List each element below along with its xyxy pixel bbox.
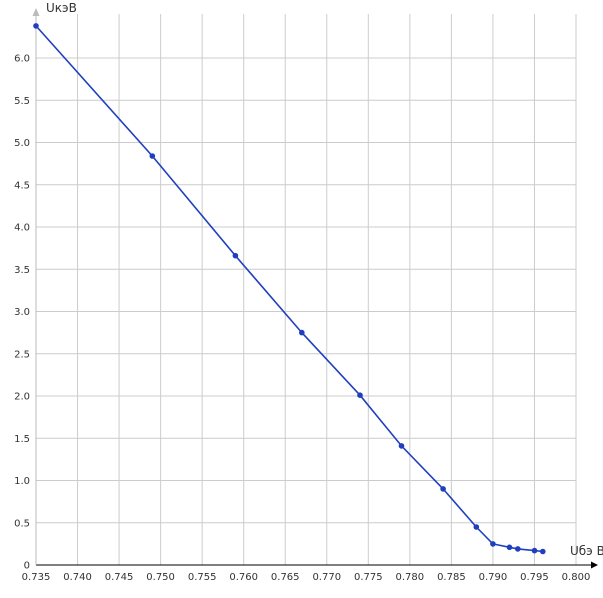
y-tick-label: 3.0 [14,307,30,318]
x-tick-label: 0.790 [479,572,508,583]
data-point [531,547,538,554]
data-point [398,443,405,449]
data-point [440,486,446,492]
y-tick-label-zero: 0 [24,561,30,572]
data-point [515,546,521,552]
tick-labels: 0.735 0.740 0.745 0.750 0.755 0.760 0.765 0.770… [14,54,590,584]
x-tick-label: 0.740 [63,572,92,583]
data-point [149,153,156,159]
y-tick-label: 1.0 [14,476,30,487]
data-point [490,541,496,547]
x-tick-label: 0.780 [396,572,425,583]
data-point [33,23,39,29]
x-tick-label: 0.795 [520,572,549,583]
y-tick-label: 0.5 [14,518,30,529]
x-tick-label: 0.775 [354,572,383,583]
x-tick-label: 0.765 [271,572,300,583]
x-tick-label: 0.750 [146,572,175,583]
y-tick-label: 5.5 [14,96,30,107]
y-axis-title: UкэВ [46,1,77,15]
data-point [540,548,546,555]
y-tick-label: 2.0 [14,392,30,403]
x-tick-label: 0.745 [105,572,134,583]
series [33,23,546,555]
data-point [473,524,480,530]
y-axis-arrow-icon [32,8,40,16]
y-tick-label: 4.5 [14,180,30,191]
y-tick-label: 4.0 [14,223,30,234]
x-tick-label: 0.755 [188,572,217,583]
data-point [299,329,305,336]
y-tick-label: 6.0 [14,54,30,65]
y-tick-label: 1.5 [14,434,30,445]
x-tick-label: 0.760 [229,572,258,583]
x-tick-label: 0.770 [312,572,341,583]
x-axis-arrow-icon [591,561,598,569]
x-tick-label: 0.735 [22,572,51,583]
x-tick-label: 0.785 [437,572,466,583]
y-tick-label: 3.5 [14,265,30,276]
y-tick-label: 2.5 [14,349,30,360]
y-tick-label: 5.0 [14,138,30,149]
axes [32,8,598,569]
x-axis-title: Uбэ В [570,544,603,558]
x-tick-label: 0.800 [562,572,591,583]
data-point [506,544,513,551]
data-point [232,252,239,259]
series-line [35,25,543,553]
grid-lines [36,14,577,565]
data-point [357,392,363,399]
